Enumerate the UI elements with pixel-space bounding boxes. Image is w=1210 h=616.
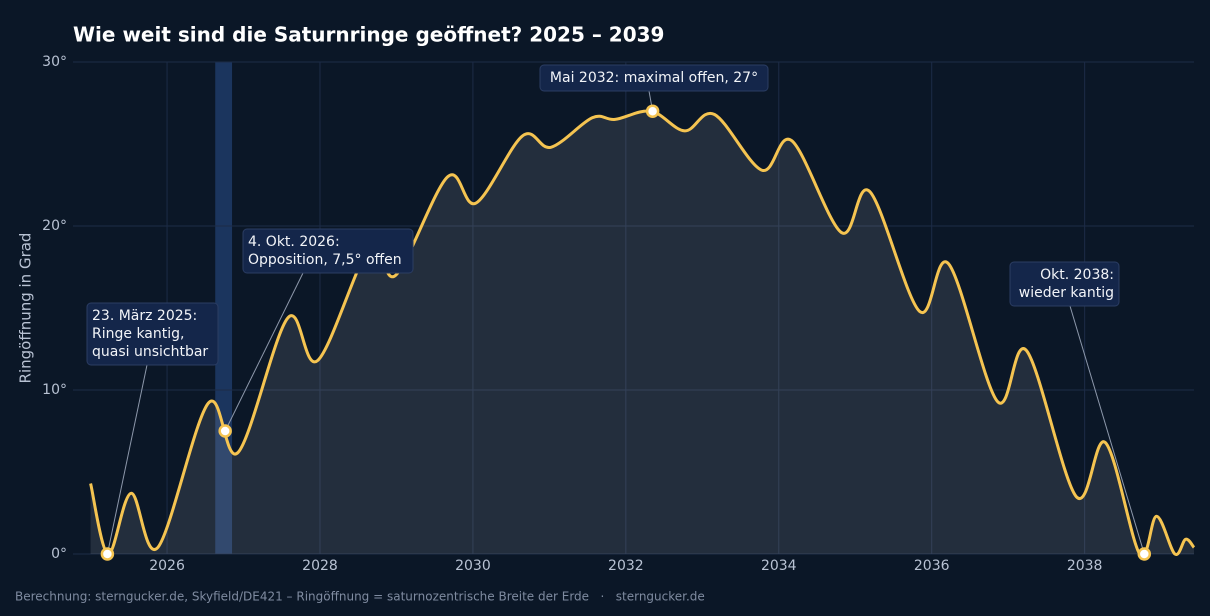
annotation-text: Opposition, 7,5° offen: [248, 252, 402, 268]
annotation-point: [218, 424, 232, 438]
annotation-point: [645, 104, 660, 118]
annotation-point: [1137, 547, 1152, 561]
annotation-text: 4. Okt. 2026:: [248, 234, 340, 250]
annotation-box: [242, 228, 414, 274]
annotation-text: Ringe kantig,: [92, 326, 184, 342]
annotation-box: [86, 302, 219, 366]
x-tick-label: 2026: [149, 558, 185, 574]
x-tick-label: 2030: [455, 558, 491, 574]
leader-line: [224, 272, 304, 432]
leader-line: [106, 364, 148, 555]
x-tick-label: 2032: [608, 558, 644, 574]
y-tick-label: 10°: [42, 382, 67, 398]
y-axis-label: Ringöffnung in Grad: [17, 233, 35, 384]
line: [89, 109, 1196, 558]
annotation-point: [100, 547, 115, 561]
area: [90, 110, 1195, 556]
chart-title: Wie weit sind die Saturnringe geöffnet? …: [73, 23, 664, 47]
annotation-text: 23. März 2025:: [92, 308, 197, 324]
annotation-box: [1009, 261, 1120, 307]
annotation-text: Okt. 2038:: [1040, 267, 1114, 283]
y-tick-label: 20°: [42, 218, 67, 234]
annotation-box: [539, 64, 769, 92]
annotation-text: wieder kantig: [1019, 285, 1114, 301]
x-tick-label: 2038: [1067, 558, 1103, 574]
leader-line: [1069, 305, 1145, 555]
x-tick-label: 2034: [761, 558, 797, 574]
footer: Berechnung: sterngucker.de, Skyfield/DE4…: [15, 590, 705, 604]
x-tick-label: 2028: [302, 558, 338, 574]
y-tick-label: 30°: [42, 54, 67, 70]
x-tick-label: 2036: [914, 558, 950, 574]
annotation-text: quasi unsichtbar: [92, 344, 208, 360]
annotation-text: Mai 2032: maximal offen, 27°: [550, 70, 758, 86]
y-tick-label: 0°: [51, 546, 67, 562]
